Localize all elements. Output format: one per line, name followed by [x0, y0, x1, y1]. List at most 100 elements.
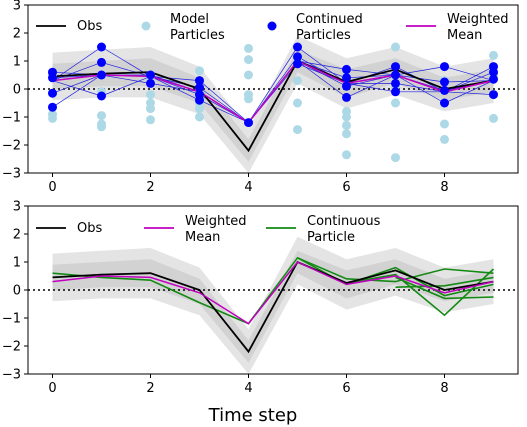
continuous-particle-line [395, 276, 494, 300]
model-particle-point [244, 94, 253, 104]
weighted-mean-line [52, 60, 494, 124]
model-particle-point [146, 104, 155, 114]
particle-link [248, 46, 298, 123]
model-particle-point [146, 90, 155, 100]
obs-line [52, 59, 494, 153]
continued-particle-point [48, 88, 57, 98]
legend-model-swatch [141, 21, 151, 31]
continuous-particle-line [52, 256, 494, 325]
particle-link [444, 66, 494, 81]
continued-particle-point [440, 85, 449, 95]
continued-particle-point [146, 70, 155, 80]
model-particle-point [342, 129, 351, 139]
continued-particle-point [293, 52, 302, 62]
continued-particle-point [195, 83, 204, 93]
continued-particle-point [146, 78, 155, 88]
model-particle-point [489, 50, 498, 60]
particle-link [101, 76, 151, 97]
x-tick-label: 6 [342, 180, 350, 195]
continued-particle-point [440, 62, 449, 72]
legend-label: Weighted [185, 214, 247, 229]
particle-link [101, 74, 151, 84]
particle-link [444, 80, 494, 83]
y-tick-label: 3 [13, 200, 21, 215]
particle-link [101, 46, 151, 77]
y-tick-label: 0 [13, 284, 21, 299]
continued-particle-point [342, 92, 351, 102]
continued-particle-point [97, 70, 106, 80]
continued-particle-point [489, 67, 498, 77]
particle-link [52, 46, 102, 81]
model-particle-point [293, 98, 302, 108]
model-particle-point [440, 134, 449, 144]
particle-link [444, 71, 494, 93]
legend-label: Continued [296, 12, 363, 27]
x-tick-label: 8 [440, 180, 448, 195]
particle-link [52, 62, 102, 81]
model-particle-point [440, 119, 449, 129]
continued-particle-point [342, 64, 351, 74]
model-particle-point [293, 76, 302, 86]
continued-particle-point [391, 78, 400, 88]
particle-link [297, 60, 347, 98]
continued-particle-point [48, 73, 57, 83]
particle-link [346, 83, 396, 93]
legend-label: Obs [77, 221, 102, 236]
continued-particle-point [440, 98, 449, 108]
model-particle-point [195, 112, 204, 122]
model-particle-point [244, 55, 253, 65]
continued-particle-point [195, 76, 204, 86]
model-particle-point [244, 70, 253, 80]
continued-particle-point [97, 91, 106, 101]
continued-particle-point [342, 81, 351, 91]
model-particle-point [195, 104, 204, 114]
weighted-mean-line [52, 261, 494, 325]
model-particle-point [489, 113, 498, 123]
continued-particle-point [391, 62, 400, 72]
legend-label: Mean [447, 28, 482, 43]
continued-particle-point [48, 102, 57, 112]
continued-particle-point [342, 73, 351, 83]
x-tick-label: 4 [244, 180, 252, 195]
continued-particle-point [391, 87, 400, 97]
model-particle-point [342, 150, 351, 160]
particle-link [52, 74, 102, 94]
model-particle-point [342, 112, 351, 122]
particle-link [346, 74, 396, 98]
model-particle-point [146, 115, 155, 125]
model-particle-point [97, 111, 106, 121]
particle-link [199, 80, 249, 123]
x-tick-label: 2 [146, 180, 154, 195]
y-tick-label: −1 [2, 111, 21, 126]
particle-link [101, 62, 151, 77]
particle-link [150, 83, 200, 93]
legend-label: Model [170, 12, 209, 27]
y-tick-label: 1 [13, 55, 21, 70]
particle-link [297, 60, 347, 70]
particle-link [444, 80, 494, 104]
x-tick-label: 8 [440, 381, 448, 396]
particle-link [346, 69, 396, 76]
x-axis-label: Time step [208, 405, 298, 426]
x-tick-label: 6 [342, 381, 350, 396]
legend-label: Particles [296, 28, 351, 43]
legend-label: Particle [307, 230, 355, 245]
continued-particle-point [293, 59, 302, 69]
continued-particle-point [489, 74, 498, 84]
x-tick-label: 4 [244, 381, 252, 396]
particle-link [444, 91, 494, 95]
continued-particle-point [97, 42, 106, 52]
legend-label: Mean [185, 230, 220, 245]
y-tick-label: 2 [13, 228, 21, 243]
particle-link [395, 83, 445, 93]
model-particle-point [48, 113, 57, 123]
legend-label: Weighted [447, 12, 509, 27]
particle-link [199, 99, 249, 123]
y-tick-label: −2 [2, 340, 21, 355]
particle-link [150, 76, 200, 81]
legend-continued-swatch [267, 21, 277, 31]
particle-link [395, 74, 445, 104]
model-particle-point [391, 98, 400, 108]
y-tick-label: −2 [2, 139, 21, 154]
